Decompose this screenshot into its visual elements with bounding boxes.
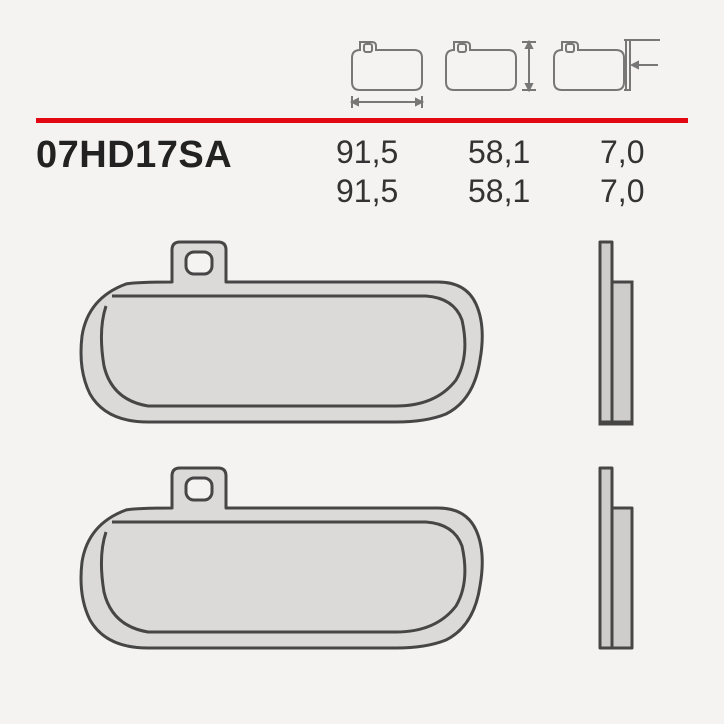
dim-width-1: 91,5 (336, 173, 420, 210)
pad-svg-1 (76, 240, 486, 424)
width-dimension-icon (342, 38, 432, 112)
side-svg-2 (596, 466, 636, 650)
dim-height-1: 58,1 (468, 173, 552, 210)
brake-pad-side-1 (596, 278, 636, 424)
thickness-dimension-icon (548, 38, 660, 112)
technical-drawings (76, 240, 656, 650)
header-dimension-icons (0, 38, 724, 116)
dim-thick-0: 7,0 (600, 134, 684, 171)
red-divider (36, 118, 688, 123)
product-info-row: 07HD17SA 91,5 91,5 58,1 58,1 7,0 7,0 (36, 134, 688, 210)
dim-icon-row (342, 38, 660, 112)
dim-height-0: 58,1 (468, 134, 552, 171)
dim-col-thickness: 7,0 7,0 (600, 134, 684, 210)
height-dimension-icon (440, 38, 540, 112)
side-svg-1b (596, 240, 636, 424)
dimensions-table: 91,5 91,5 58,1 58,1 7,0 7,0 (336, 134, 684, 210)
dim-width-0: 91,5 (336, 134, 420, 171)
product-code: 07HD17SA (36, 134, 336, 177)
dim-col-width: 91,5 91,5 (336, 134, 420, 210)
brake-pad-side-2 (596, 504, 636, 650)
dim-col-height: 58,1 58,1 (468, 134, 552, 210)
brake-pad-front-1 (76, 240, 486, 424)
dim-thick-1: 7,0 (600, 173, 684, 210)
brake-pad-front-2 (76, 466, 486, 650)
pad-svg-2 (76, 466, 486, 650)
